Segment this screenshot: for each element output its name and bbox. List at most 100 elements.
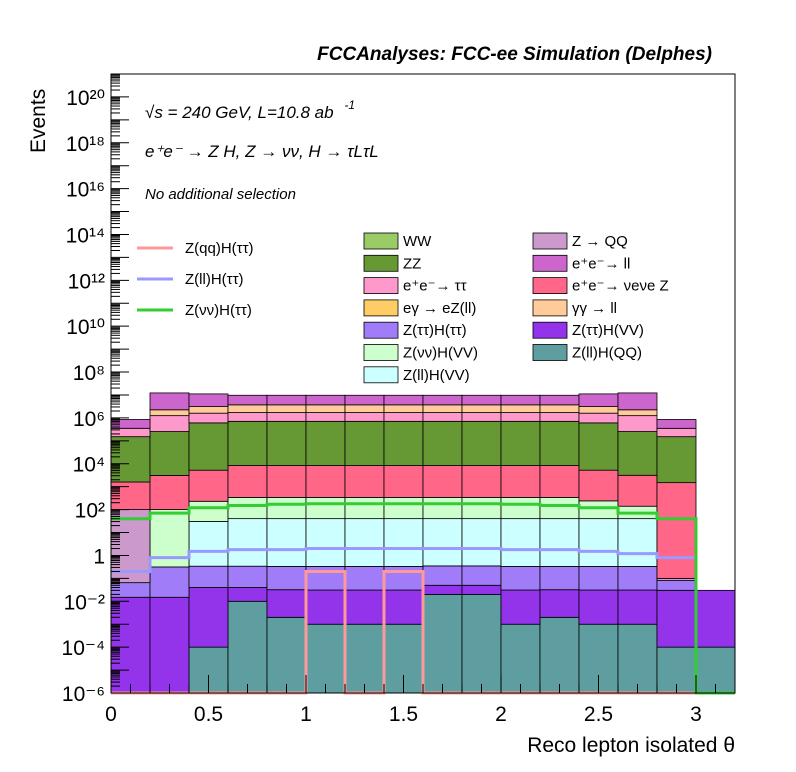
bar-Z(ll)H(VV) <box>500 518 541 567</box>
bar-γγ → ll <box>188 406 229 414</box>
bar-γγ → ll <box>422 404 463 413</box>
bar-Z(ττ)H(ττ) <box>500 566 541 591</box>
bar-Z(ll)H(VV) <box>578 518 619 567</box>
bar-e⁺e⁻ → νeνe Z <box>656 482 697 579</box>
bar-ZZ <box>578 422 619 471</box>
bar-Z(νν)H(VV) <box>539 496 580 520</box>
y-tick-label: 10¹² <box>68 270 105 293</box>
bar-Z(ττ)H(VV) <box>149 596 190 694</box>
legend-swatch <box>363 277 399 295</box>
y-tick-label: 10² <box>75 500 105 523</box>
bar-ZZ <box>656 436 697 484</box>
bar-e⁺e⁻ → νeνe Z <box>266 465 307 498</box>
legend-swatch <box>532 277 568 295</box>
bar-ZZ <box>344 420 385 466</box>
bar-Z(ll)H(VV) <box>227 518 268 567</box>
bar-e⁺e⁻ → ττ <box>617 415 658 432</box>
legend-label: Z(ll)H(VV) <box>403 367 470 384</box>
bar-ZZ <box>383 420 424 466</box>
bar-Z(ll)H(QQ) <box>539 616 580 694</box>
y-tick-label: 10⁻² <box>64 591 105 614</box>
bar-Z(ll)H(VV) <box>617 518 658 567</box>
bar-ZZ <box>227 420 268 466</box>
bar-ZZ <box>500 420 541 466</box>
legend-label: e⁺e⁻→ ττ <box>403 278 467 295</box>
bar-e⁺e⁻ → ττ <box>422 412 463 422</box>
legend-label: Z → QQ <box>572 233 628 250</box>
y-tick-label: 10¹⁸ <box>66 133 105 156</box>
legend: Z(qq)H(ττ) Z(ll)H(ττ) Z(νν)H(ττ) WW ZZ e⁺e⁻→ … <box>137 232 669 384</box>
bar-e⁺e⁻ → νeνe Z <box>539 465 580 498</box>
bar-γγ → ll <box>266 404 307 413</box>
bar-e⁺e⁻ → ll <box>656 419 697 429</box>
bar-e⁺e⁻ → νeνe Z <box>344 465 385 498</box>
legend-label: e⁺e⁻→ ll <box>572 255 630 272</box>
bar-ZZ <box>461 420 502 466</box>
bar-Z(νν)H(VV) <box>305 496 346 520</box>
bar-Z(ττ)H(VV) <box>539 589 580 618</box>
bar-Z(ll)H(VV) <box>266 518 307 567</box>
bar-Z(ll)H(QQ) <box>344 623 385 694</box>
legend-swatch <box>363 254 399 272</box>
line-Z(νν)H(ττ) <box>111 502 735 695</box>
y-tick-label: 10¹⁰ <box>66 316 105 339</box>
bar-e⁺e⁻ → ll <box>149 392 190 411</box>
legend-label: Z(νν)H(VV) <box>403 345 478 362</box>
bar-Z(ll)H(VV) <box>422 518 463 567</box>
bar-γγ → ll <box>578 406 619 414</box>
bar-γγ → ll <box>305 404 346 413</box>
bar-e⁺e⁻ → ττ <box>188 412 229 424</box>
legend-swatch <box>532 321 568 339</box>
bar-Z(ll)H(VV) <box>305 518 346 567</box>
x-axis-label: Reco lepton isolated θ <box>527 734 735 757</box>
bar-e⁺e⁻ → νeνe Z <box>461 465 502 498</box>
bar-e⁺e⁻ → ll <box>539 394 580 406</box>
bar-Z(ττ)H(VV) <box>344 589 385 625</box>
bar-Z(νν)H(VV) <box>188 500 229 522</box>
bar-Z(ll)H(QQ) <box>461 593 502 694</box>
bar-ZZ <box>149 431 190 476</box>
legend-label: γγ → ll <box>572 300 617 317</box>
legend-swatch <box>363 232 399 250</box>
bar-e⁺e⁻ → ττ <box>305 412 346 422</box>
bar-Z(ττ)H(VV) <box>227 587 268 602</box>
bar-e⁺e⁻ → ll <box>578 393 619 408</box>
bar-e⁺e⁻ → νeνe Z <box>188 469 229 502</box>
bar-e⁺e⁻ → ll <box>422 394 463 406</box>
bar-e⁺e⁻ → νeνe Z <box>383 465 424 498</box>
bar-e⁺e⁻ → ττ <box>578 412 619 424</box>
bar-e⁺e⁻ → νeνe Z <box>149 475 190 510</box>
bar-γγ → ll <box>539 404 580 413</box>
bar-Z(ll)H(QQ) <box>227 600 268 694</box>
bar-Z(νν)H(VV) <box>461 496 502 520</box>
bar-ZZ <box>188 422 229 471</box>
line-Z(ll)H(ττ) <box>111 547 735 695</box>
y-tick-label: 10¹⁶ <box>66 179 105 202</box>
bar-e⁺e⁻ → νeνe Z <box>227 465 268 498</box>
y-tick-label: 10⁸ <box>73 362 105 385</box>
bar-Z(ττ)H(VV) <box>461 584 502 595</box>
bar-e⁺e⁻ → ll <box>500 394 541 406</box>
chart-title: FCCAnalyses: FCC-ee Simulation (Delphes) <box>317 44 712 65</box>
bar-Z(ττ)H(ττ) <box>539 566 580 591</box>
bar-Z(ττ)H(ττ) <box>578 566 619 591</box>
y-tick-label: 1 <box>93 545 105 568</box>
bar-e⁺e⁻ → ττ <box>383 412 424 422</box>
energy-label: √s = 240 GeV, L=10.8 ab -1 <box>145 98 355 122</box>
y-tick-label: 10⁻⁴ <box>62 637 105 660</box>
legend-label: e⁺e⁻→ νeνe Z <box>572 278 669 295</box>
x-tick-label: 0.5 <box>194 703 223 726</box>
bar-Z(ττ)H(ττ) <box>188 565 229 588</box>
legend-swatch <box>363 366 399 384</box>
bar-e⁺e⁻ → ll <box>383 394 424 406</box>
bar-e⁺e⁻ → νeνe Z <box>578 469 619 502</box>
bar-e⁺e⁻ → ττ <box>344 412 385 422</box>
bar-Z(ττ)H(VV) <box>383 589 424 625</box>
bar-e⁺e⁻ → ll <box>617 392 658 411</box>
bar-Z(ττ)H(VV) <box>695 589 736 648</box>
legend-label: Z(νν)H(ττ) <box>185 302 252 319</box>
y-tick-label: 10⁻⁶ <box>62 683 105 706</box>
bar-Z(ll)H(QQ) <box>305 623 346 694</box>
bar-Z(ττ)H(VV) <box>578 589 619 625</box>
bar-γγ → ll <box>344 404 385 413</box>
